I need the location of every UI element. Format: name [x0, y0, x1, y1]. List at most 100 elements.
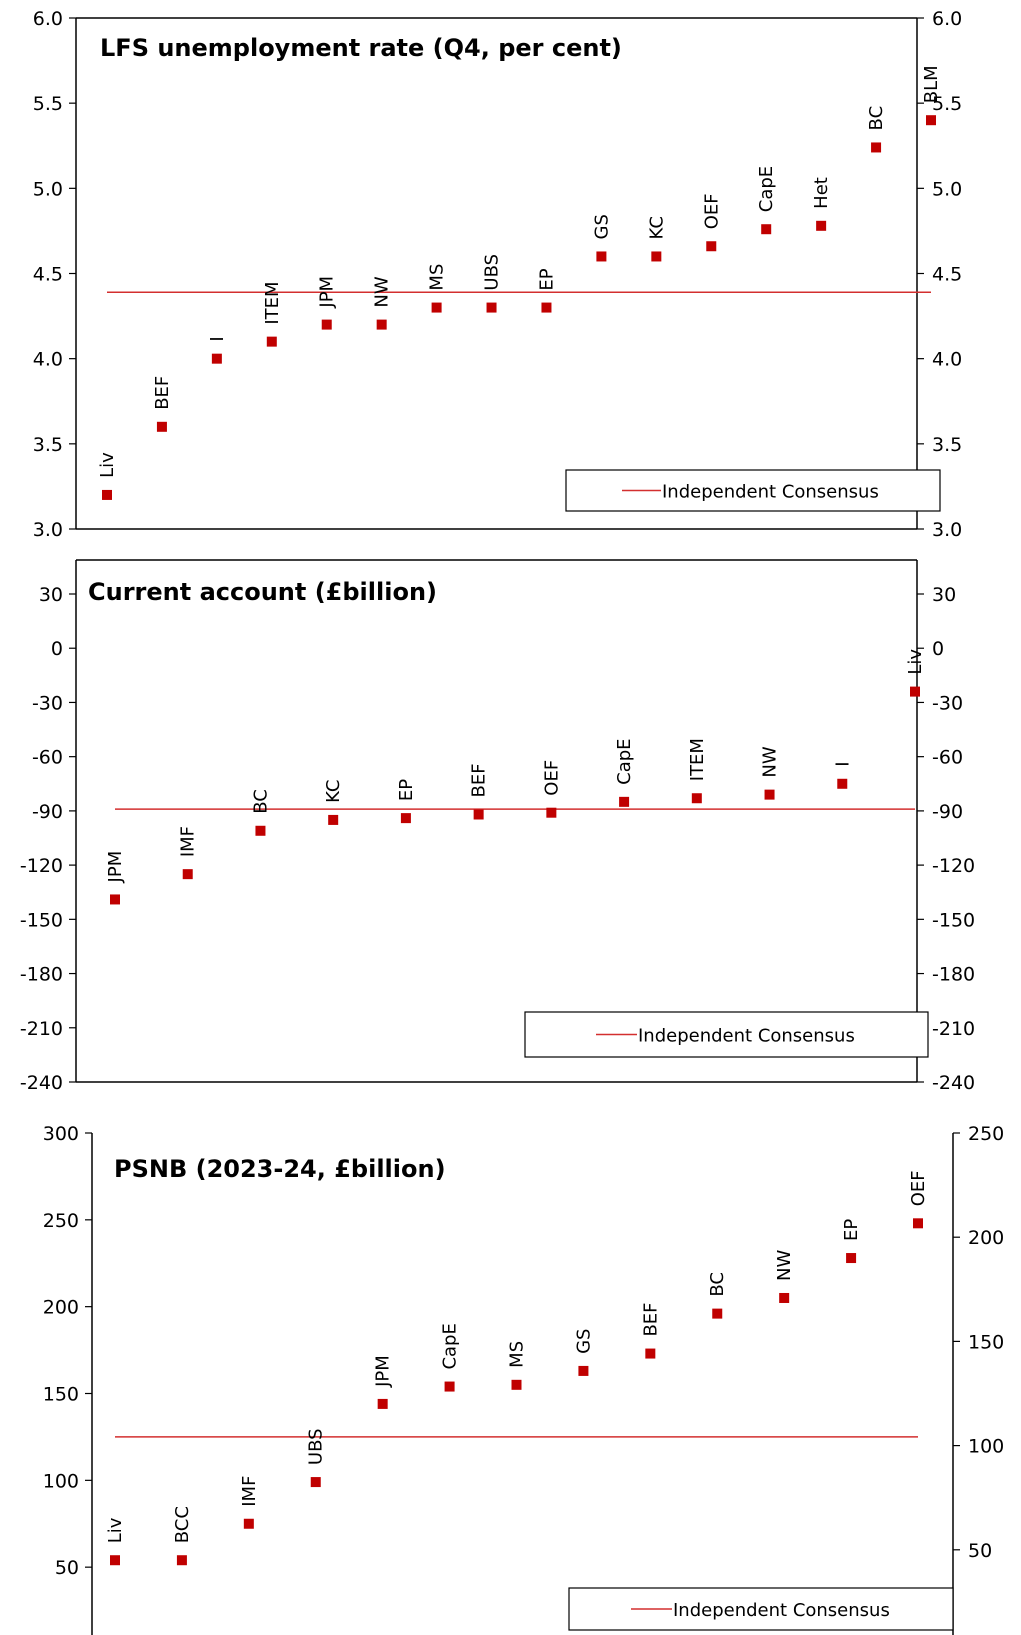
data-point [310, 1477, 321, 1488]
point-label: Liv [105, 1517, 126, 1543]
point-label: I [207, 336, 228, 341]
legend-label: Independent Consensus [662, 482, 879, 503]
left-tick-label: 100 [43, 1470, 79, 1492]
data-point [511, 1379, 522, 1390]
right-tick-label: 100 [968, 1436, 1004, 1458]
left-tick-label: 3.5 [33, 434, 63, 456]
right-tick-label: -60 [932, 747, 963, 769]
point-label: EP [396, 779, 417, 801]
data-point [211, 353, 222, 364]
left-tick-label: 4.5 [33, 264, 63, 286]
point-label: OEF [541, 760, 562, 796]
point-label: JPM [373, 1355, 394, 1388]
left-tick-label: -210 [20, 1018, 63, 1040]
left-tick-label: 200 [43, 1297, 79, 1319]
point-label: NW [760, 746, 781, 777]
right-tick-label: -180 [932, 964, 975, 986]
point-label: MS [507, 1341, 528, 1368]
left-tick-label: -120 [20, 855, 63, 877]
point-label: Liv [905, 649, 926, 675]
right-tick-label: 6.0 [932, 8, 962, 30]
data-point [400, 813, 411, 824]
right-tick-label: -120 [932, 855, 975, 877]
data-point [243, 1518, 254, 1529]
data-point [691, 793, 702, 804]
right-tick-label: 5.0 [932, 178, 962, 200]
point-label: BC [866, 106, 887, 131]
data-point [473, 809, 484, 820]
left-tick-label: 30 [39, 584, 63, 606]
legend-label: Independent Consensus [638, 1026, 855, 1047]
data-point [182, 869, 193, 880]
right-tick-label: -150 [932, 909, 975, 931]
left-tick-label: 3.0 [33, 519, 63, 541]
data-point [176, 1555, 187, 1566]
data-point [706, 241, 717, 252]
right-tick-label: 200 [968, 1227, 1004, 1249]
chart-title: PSNB (2023-24, £billion) [114, 1155, 446, 1183]
left-tick-label: 300 [43, 1123, 79, 1145]
right-tick-label: -30 [932, 692, 963, 714]
point-label: EP [841, 1219, 862, 1241]
data-point [156, 421, 167, 432]
right-tick-label: 30 [932, 584, 956, 606]
point-label: ITEM [262, 281, 283, 324]
data-point [712, 1308, 723, 1319]
point-label: UBS [306, 1428, 327, 1465]
left-tick-label: 150 [43, 1384, 79, 1406]
point-label: BEF [640, 1302, 661, 1336]
point-label: JPM [317, 276, 338, 309]
point-label: NW [372, 276, 393, 307]
point-label: I [832, 761, 853, 766]
left-tick-label: -180 [20, 964, 63, 986]
point-label: BC [707, 1272, 728, 1297]
point-label: BC [250, 789, 271, 814]
data-point [846, 1253, 857, 1264]
point-label: CapE [440, 1323, 461, 1369]
point-label: CapE [614, 738, 635, 784]
point-label: IMF [178, 826, 199, 857]
data-point [926, 115, 936, 126]
point-label: GS [591, 214, 612, 239]
data-point [541, 302, 552, 313]
point-label: JPM [105, 851, 126, 884]
point-label: BCC [172, 1506, 193, 1543]
point-label: Het [811, 177, 832, 209]
data-point [321, 319, 332, 330]
right-tick-label: 4.5 [932, 264, 962, 286]
legend-box [524, 1011, 929, 1058]
left-tick-label: 5.0 [33, 178, 63, 200]
left-tick-label: 250 [43, 1210, 79, 1232]
data-point [486, 302, 497, 313]
point-label: BEF [469, 763, 490, 797]
left-tick-label: 0 [51, 638, 63, 660]
data-point [377, 1398, 388, 1409]
point-label: EP [536, 268, 557, 290]
left-tick-label: 4.0 [33, 349, 63, 371]
data-point [913, 1218, 923, 1229]
left-tick-label: -30 [32, 692, 63, 714]
point-label: ITEM [687, 738, 708, 781]
point-label: UBS [482, 254, 503, 291]
point-label: GS [573, 1329, 594, 1354]
right-tick-label: -240 [932, 1072, 975, 1094]
left-tick-label: -240 [20, 1072, 63, 1094]
right-tick-label: -90 [932, 801, 963, 823]
point-label: NW [774, 1250, 795, 1281]
data-point [764, 789, 775, 800]
data-point [645, 1348, 656, 1359]
point-label: BEF [152, 376, 173, 410]
point-label: KC [323, 780, 344, 803]
point-label: IMF [239, 1476, 260, 1507]
data-point [619, 796, 630, 807]
chart-title: Current account (£billion) [88, 578, 437, 606]
data-point [255, 825, 266, 836]
left-tick-label: -90 [32, 801, 63, 823]
data-point [110, 894, 120, 905]
right-tick-label: 0 [932, 638, 944, 660]
point-label: OEF [908, 1170, 929, 1206]
right-tick-label: 5.5 [932, 93, 962, 115]
right-tick-label: 3.0 [932, 519, 962, 541]
point-label: CapE [756, 166, 777, 212]
